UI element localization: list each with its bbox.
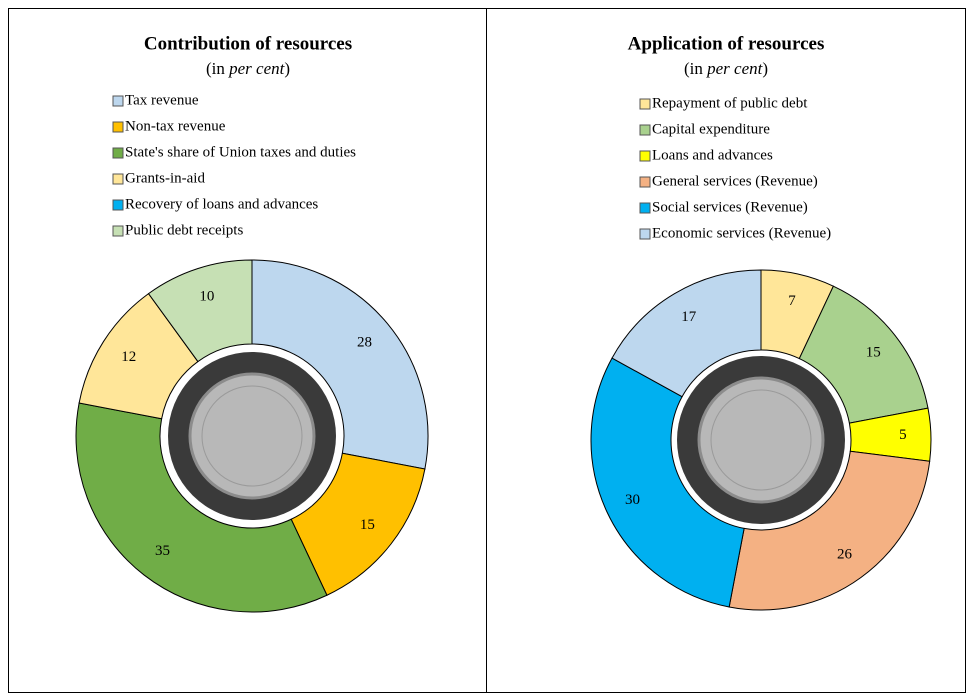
legend-swatch [640, 151, 650, 161]
legend-label: Capital expenditure [652, 121, 770, 137]
chart-subtitle: (in per cent) [206, 59, 290, 78]
legend-label: Repayment of public debt [652, 95, 808, 111]
legend-swatch [113, 122, 123, 132]
legend-swatch [113, 174, 123, 184]
data-label: 15 [360, 517, 375, 533]
legend-swatch [640, 99, 650, 109]
data-label: 17 [681, 309, 697, 325]
chart-title: Contribution of resources [144, 33, 352, 54]
legend-label: State's share of Union taxes and duties [125, 144, 356, 160]
legend-label: Public debt receipts [125, 222, 243, 238]
subtitle-part: ) [762, 59, 768, 78]
data-label: 28 [357, 334, 372, 350]
subtitle-part: per cent [228, 59, 286, 78]
subtitle-part: ) [284, 59, 290, 78]
legend-label: Non-tax revenue [125, 118, 226, 134]
subtitle-part: per cent [706, 59, 764, 78]
coin [699, 378, 823, 502]
legend-label: Loans and advances [652, 147, 773, 163]
subtitle-part: (in [206, 59, 229, 78]
data-label: 12 [121, 349, 136, 365]
legend-swatch [113, 148, 123, 158]
coin [190, 374, 314, 498]
legend-label: Grants-in-aid [125, 170, 205, 186]
subtitle-part: (in [684, 59, 707, 78]
data-label: 15 [866, 344, 881, 360]
legend-label: General services (Revenue) [652, 173, 818, 189]
legend-label: Recovery of loans and advances [125, 196, 318, 212]
legend-swatch [113, 200, 123, 210]
legend-swatch [640, 203, 650, 213]
chart-subtitle: (in per cent) [684, 59, 768, 78]
data-label: 7 [788, 293, 796, 309]
legend-label: Economic services (Revenue) [652, 225, 831, 241]
legend-label: Tax revenue [125, 92, 199, 108]
legend-swatch [640, 177, 650, 187]
data-label: 5 [899, 427, 907, 443]
chart-title: Application of resources [628, 33, 825, 54]
data-label: 30 [625, 492, 640, 508]
data-label: 10 [199, 289, 214, 305]
legend-label: Social services (Revenue) [652, 199, 808, 215]
legend-swatch [640, 229, 650, 239]
legend-swatch [113, 96, 123, 106]
legend-swatch [113, 226, 123, 236]
page: Contribution of resources (in per cent) Ta… [0, 0, 974, 694]
data-label: 26 [837, 546, 853, 562]
data-label: 35 [155, 543, 170, 559]
legend-swatch [640, 125, 650, 135]
